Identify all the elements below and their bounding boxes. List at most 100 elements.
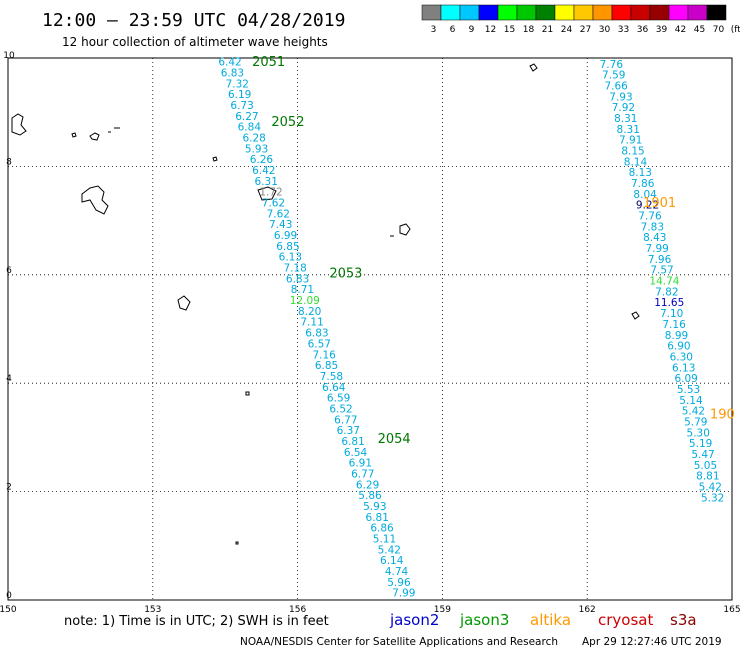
note-text: note: 1) Time is in UTC; 2) SWH is in fe… (64, 614, 329, 629)
wave-height-point: 7.62 (267, 208, 290, 220)
wave-height-point: 6.37 (337, 425, 360, 437)
legend-swatch (421, 4, 442, 21)
x-tick-label: 150 (0, 605, 17, 615)
legend-label: 18 (523, 25, 535, 35)
wave-height-point: 6.84 (238, 122, 262, 134)
wave-height-point: 5.93 (245, 143, 268, 155)
wave-height-point: 7.92 (612, 102, 635, 114)
legend-label: 24 (561, 25, 573, 35)
wave-height-point: 7.99 (645, 243, 668, 255)
island-outline (631, 311, 640, 320)
wave-height-point: 6.99 (274, 230, 297, 242)
wave-height-point: 8.43 (643, 232, 666, 244)
island-outline (71, 132, 77, 138)
island-outline (81, 185, 109, 215)
legend-swatch (478, 4, 499, 21)
legend-label: 70 (713, 25, 725, 35)
y-tick-label: 2 (6, 483, 12, 493)
wave-height-point: 6.26 (250, 154, 274, 166)
wave-height-point: 7.83 (641, 221, 664, 233)
wave-height-point: 6.81 (341, 436, 364, 448)
wave-height-point: 6.19 (228, 89, 251, 101)
satellite-jason2-label: jason2 (389, 611, 439, 629)
wave-height-point: 7.16 (312, 349, 336, 361)
wave-height-point: 1.72 (259, 187, 282, 199)
wave-height-point: 8.31 (617, 124, 640, 136)
track-label: 190 (710, 407, 735, 422)
island-outline (11, 113, 27, 136)
wave-height-point: 6.30 (670, 351, 693, 363)
satellite-s3a-label: s3a (670, 611, 697, 629)
wave-height-point: 6.28 (242, 132, 265, 144)
wave-height-point: 7.57 (650, 265, 673, 277)
legend-swatch (668, 4, 689, 21)
track-label: 2052 (271, 115, 304, 130)
wave-height-point: 14.74 (649, 276, 679, 288)
legend-label: 12 (485, 25, 496, 35)
wave-height-point: 11.65 (654, 297, 684, 309)
wave-height-point: 6.31 (255, 176, 278, 188)
wave-height-point: 5.53 (677, 384, 700, 396)
legend-label: 3 (431, 25, 437, 35)
wave-height-point: 6.64 (322, 382, 346, 394)
wave-height-point: 6.83 (286, 273, 309, 285)
wave-height-point: 5.79 (684, 416, 707, 428)
wave-height-point: 7.10 (660, 308, 683, 320)
wave-height-point: 7.91 (619, 135, 642, 147)
wave-height-point: 6.86 (370, 523, 394, 535)
wave-height-point: 5.11 (373, 534, 396, 546)
island-outline (212, 156, 218, 162)
x-tick-label: 162 (579, 605, 596, 615)
wave-height-point: 6.81 (366, 512, 389, 524)
wave-height-point: 6.83 (305, 328, 328, 340)
x-tick-label: 165 (723, 605, 740, 615)
legend-label: (ft) (731, 25, 740, 35)
legend-label: 36 (637, 25, 649, 35)
wave-height-point: 5.47 (691, 449, 714, 461)
grid-lines (8, 58, 732, 600)
island-outline (390, 223, 411, 237)
legend-label: 30 (599, 25, 611, 35)
wave-height-point: 8.81 (696, 471, 719, 483)
legend-label: 45 (694, 25, 705, 35)
wave-height-point: 6.77 (334, 414, 357, 426)
x-tick-label: 156 (289, 605, 306, 615)
legend-label: 21 (542, 25, 553, 35)
satellite-cryosat-label: cryosat (598, 611, 653, 629)
legend-swatch (497, 4, 518, 21)
wave-height-point: 7.82 (655, 286, 678, 298)
wave-height-point: 7.11 (300, 317, 323, 329)
legend-swatch (592, 4, 613, 21)
legend-swatch (611, 4, 632, 21)
legend-swatch (687, 4, 708, 21)
wave-height-point: 6.73 (230, 100, 253, 112)
wave-height-point: 8.14 (624, 156, 648, 168)
wave-height-point: 6.52 (329, 403, 352, 415)
wave-height-point: 8.15 (621, 145, 644, 157)
legend-label: 6 (450, 25, 456, 35)
wave-height-point: 5.42 (378, 544, 401, 556)
wave-height-point: 5.30 (687, 427, 710, 439)
wave-height-point: 6.91 (349, 458, 372, 470)
chart-title: 12:00 – 23:59 UTC 04/28/2019 (42, 10, 345, 31)
wave-height-point: 7.43 (269, 219, 292, 231)
wave-height-point: 8.99 (665, 330, 688, 342)
wave-height-point: 6.13 (279, 252, 302, 264)
wave-height-point: 6.27 (235, 111, 258, 123)
wave-height-point: 6.59 (327, 393, 350, 405)
wave-height-point: 7.76 (638, 211, 662, 223)
wave-height-point: 6.42 (252, 165, 275, 177)
wave-height-point: 8.71 (291, 284, 314, 296)
data-points: 6.426.837.326.196.736.276.846.285.936.26… (218, 57, 724, 600)
wave-height-point: 12.09 (290, 295, 320, 307)
track-label: 2054 (378, 432, 411, 447)
wave-height-point: 6.57 (308, 338, 331, 350)
wave-height-point: 7.18 (283, 263, 306, 275)
wave-height-point: 5.96 (387, 577, 411, 589)
legend-swatch (630, 4, 651, 21)
island-outline (529, 63, 538, 72)
wave-height-point: 9.22 (636, 200, 659, 212)
wave-height-point: 7.62 (262, 198, 285, 210)
